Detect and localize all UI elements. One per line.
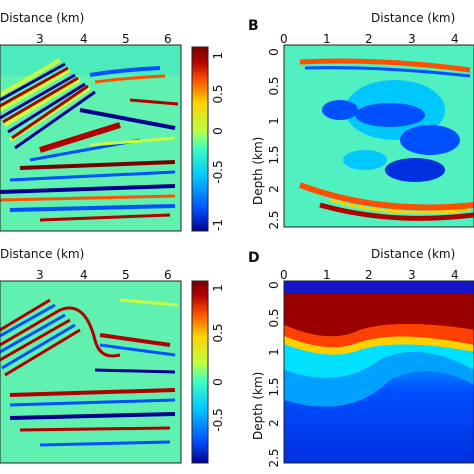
panel-c-x-tick: 3 [36,268,44,282]
panel-d-x-tick: 2 [365,268,373,282]
colorbar-c-tick: 1 [211,284,225,292]
panel-b-y-ticks: 0 0.5 1 1.5 2 2.5 [267,48,281,229]
panel-d-y-tick: 1 [267,348,281,356]
colorbar-a-gradient [191,46,209,232]
panel-d-frame [283,280,474,464]
panel-d-x-axis-label: Distance (km) [371,247,455,261]
panel-d-x-tick: 4 [451,268,459,282]
panel-c-x-tick: 6 [164,268,172,282]
panel-d-x-tick: 0 [280,268,288,282]
panel-c-x-ticks: 3 4 5 6 [36,268,172,282]
panel-c-x-axis-label: Distance (km) [0,247,84,261]
panel-b-image [284,45,474,227]
colorbar-a-tick: 0.5 [211,84,225,103]
panel-b-y-axis-label: Depth (km) [251,137,265,205]
panel-d-x-tick: 1 [323,268,331,282]
panel-b-y-tick: 1.5 [267,145,281,164]
panel-a-x-tick: 5 [122,32,130,46]
panel-a-colorbar: 1 0.5 0 -0.5 -1 [191,46,225,232]
panel-b-label: B [248,18,259,34]
panel-d-x-tick: 3 [408,268,416,282]
panel-d-y-tick: 2 [267,419,281,427]
panel-d-y-tick: 0.5 [267,308,281,327]
panel-c: Distance (km) 3 4 5 6 1 0.5 0 [0,247,225,464]
panel-c-frame [0,280,182,464]
colorbar-c-tick: 0 [211,378,225,386]
panel-a-seismic-image [0,45,181,231]
panel-b-y-tick: 0 [267,48,281,56]
colorbar-c-gradient [191,280,209,464]
panel-d-y-tick: 1.5 [267,377,281,396]
panel-c-x-tick: 4 [80,268,88,282]
panel-b-x-tick: 3 [408,32,416,46]
panel-d-y-ticks: 0 0.5 1 1.5 2 2.5 [267,281,281,467]
panel-b-y-tick: 2.5 [267,210,281,229]
panel-d-label: D [248,250,260,266]
panel-a-x-axis-label: Distance (km) [0,11,84,25]
colorbar-c-tick: -0.5 [211,408,225,431]
panel-b: B Distance (km) 0 1 2 3 4 Depth (km) 0 0… [248,11,474,230]
panel-b-y-tick: 0.5 [267,76,281,95]
panel-d-y-tick: 2.5 [267,448,281,467]
panel-a-x-tick: 4 [80,32,88,46]
colorbar-a-tick: -0.5 [211,160,225,183]
panel-b-x-tick: 0 [280,32,288,46]
colorbar-a-tick: 1 [211,52,225,60]
panel-d-x-ticks: 0 1 2 3 4 [280,268,459,282]
panel-b-y-tick: 1 [267,117,281,125]
panel-a-x-tick: 3 [36,32,44,46]
panel-d: D Distance (km) 0 1 2 3 4 Depth (km) 0 0… [248,247,474,468]
panel-b-y-tick: 2 [267,185,281,193]
panel-a-x-tick: 6 [164,32,172,46]
panel-a: Distance (km) 3 4 5 6 [0,11,225,232]
panel-c-seismic-image [0,281,181,463]
colorbar-c-tick: 0.5 [211,323,225,342]
panel-a-x-ticks: 3 4 5 6 [36,32,172,46]
panel-d-y-tick: 0 [267,281,281,289]
panel-b-x-ticks: 0 1 2 3 4 [280,32,459,46]
panel-b-x-tick: 2 [365,32,373,46]
panel-b-frame [283,44,474,228]
panel-b-x-tick: 1 [323,32,331,46]
panel-a-frame [0,44,182,232]
panel-c-colorbar: 1 0.5 0 -0.5 [191,280,225,464]
colorbar-a-tick: -1 [211,219,225,231]
panel-c-x-tick: 5 [122,268,130,282]
panel-d-velocity-model [284,281,474,463]
panel-b-x-tick: 4 [451,32,459,46]
panel-b-x-axis-label: Distance (km) [371,11,455,25]
panel-d-y-axis-label: Depth (km) [251,372,265,440]
colorbar-a-tick: 0 [211,127,225,135]
